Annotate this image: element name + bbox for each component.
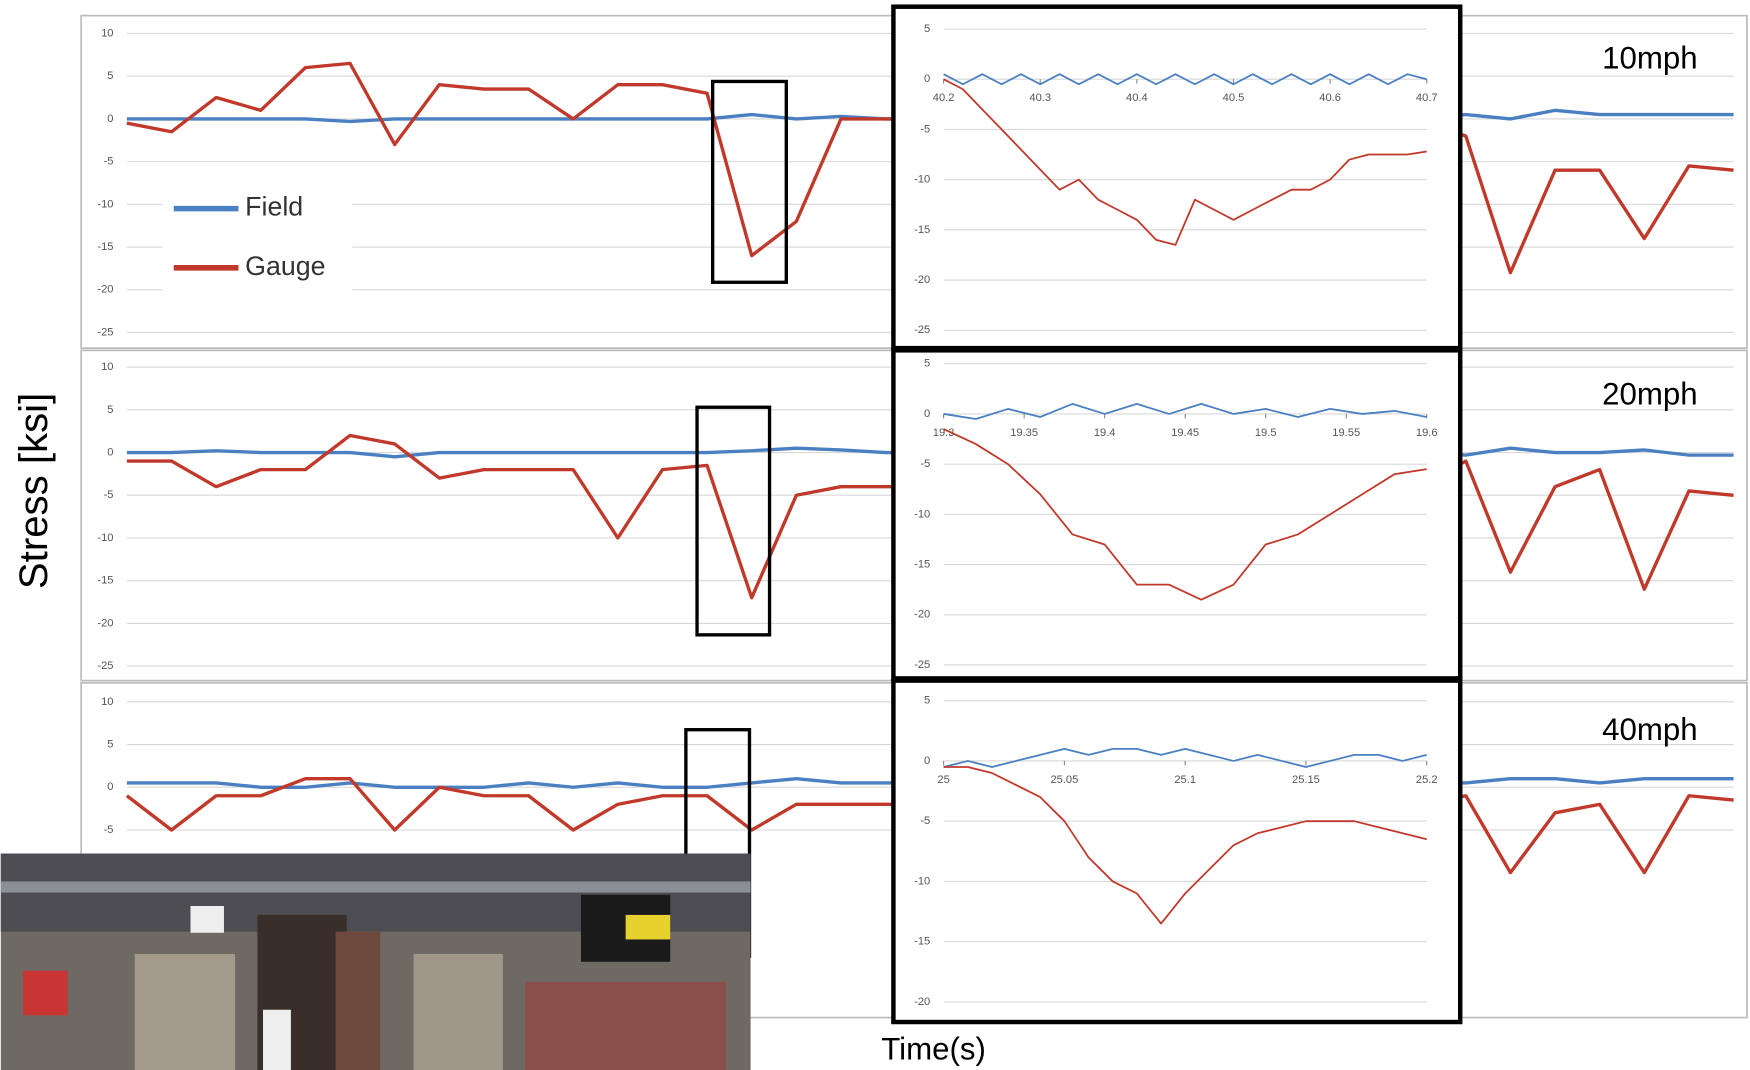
- x-tick-label: 25.1: [1174, 774, 1196, 786]
- y-tick-label: 0: [924, 73, 930, 85]
- x-tick-label: 25.2: [1416, 774, 1438, 786]
- y-tick-label: -5: [104, 489, 114, 501]
- y-tick-label: -15: [97, 241, 113, 253]
- y-tick-label: -5: [920, 123, 930, 135]
- x-tick-label: 25: [937, 774, 949, 786]
- y-tick-label: 5: [924, 695, 930, 707]
- y-tick-label: 5: [924, 358, 930, 370]
- y-tick-label: -5: [104, 824, 114, 836]
- y-tick-label: 0: [107, 446, 113, 458]
- legend-label: Gauge: [245, 251, 325, 281]
- x-tick-label: 19.6: [1416, 427, 1438, 439]
- x-tick-label: 40.7: [1416, 92, 1438, 104]
- y-tick-label: 0: [107, 781, 113, 793]
- y-tick-label: 0: [924, 755, 930, 767]
- speed-label: 40mph: [1602, 712, 1698, 747]
- y-tick-label: 10: [101, 696, 113, 708]
- y-tick-label: -25: [914, 324, 930, 336]
- inset-frame: [893, 681, 1460, 1022]
- y-tick-label: 0: [107, 113, 113, 125]
- x-tick-label: 40.5: [1223, 92, 1245, 104]
- inset-frame: [893, 7, 1460, 348]
- y-tick-label: -20: [97, 617, 113, 629]
- x-tick-label: 25.05: [1050, 774, 1078, 786]
- x-tick-label: 25.15: [1292, 774, 1320, 786]
- y-tick-label: -20: [914, 274, 930, 286]
- y-tick-label: -25: [97, 660, 113, 672]
- x-tick-label: 19.45: [1171, 427, 1199, 439]
- y-tick-label: -15: [97, 575, 113, 587]
- y-tick-label: -15: [914, 224, 930, 236]
- y-tick-label: -10: [914, 508, 930, 520]
- y-tick-label: -15: [914, 559, 930, 571]
- speed-label: 10mph: [1602, 41, 1698, 76]
- photo: [1, 854, 751, 1070]
- x-tick-label: 40.3: [1029, 92, 1051, 104]
- y-tick-label: -5: [920, 458, 930, 470]
- y-tick-label: -20: [914, 609, 930, 621]
- y-tick-label: 10: [101, 27, 113, 39]
- y-axis-label: Stress [ksi]: [11, 393, 56, 589]
- x-tick-label: 40.4: [1126, 92, 1148, 104]
- x-axis-label: Time(s): [881, 1031, 986, 1066]
- y-tick-label: -25: [97, 326, 113, 338]
- y-tick-label: -10: [97, 532, 113, 544]
- x-tick-label: 19.35: [1010, 427, 1038, 439]
- y-tick-label: 5: [107, 404, 113, 416]
- y-tick-label: -25: [914, 659, 930, 671]
- legend-label: Field: [245, 192, 303, 222]
- y-tick-label: -10: [914, 174, 930, 186]
- y-tick-label: -15: [914, 936, 930, 948]
- page: -25 -20 -15 -10 -5 0 5 10 Field Gauge 10mph -25 -20 -…: [0, 0, 1750, 1070]
- y-tick-label: -10: [97, 198, 113, 210]
- y-tick-label: 0: [924, 408, 930, 420]
- y-tick-label: 5: [107, 738, 113, 750]
- x-tick-label: 19.5: [1255, 427, 1277, 439]
- y-tick-label: 10: [101, 361, 113, 373]
- x-tick-label: 40.6: [1319, 92, 1341, 104]
- y-tick-label: -5: [104, 156, 114, 168]
- x-tick-label: 19.4: [1094, 427, 1116, 439]
- y-tick-label: 5: [924, 23, 930, 35]
- y-tick-label: -20: [97, 284, 113, 296]
- y-tick-label: -10: [914, 875, 930, 887]
- x-tick-label: 40.2: [933, 92, 955, 104]
- figure: -25 -20 -15 -10 -5 0 5 10 Field Gauge 10mph -25 -20 -…: [0, 0, 1750, 1070]
- y-tick-label: -5: [920, 815, 930, 827]
- y-tick-label: 5: [107, 70, 113, 82]
- y-tick-label: -20: [914, 996, 930, 1008]
- speed-label: 20mph: [1602, 376, 1698, 411]
- x-tick-label: 19.55: [1332, 427, 1360, 439]
